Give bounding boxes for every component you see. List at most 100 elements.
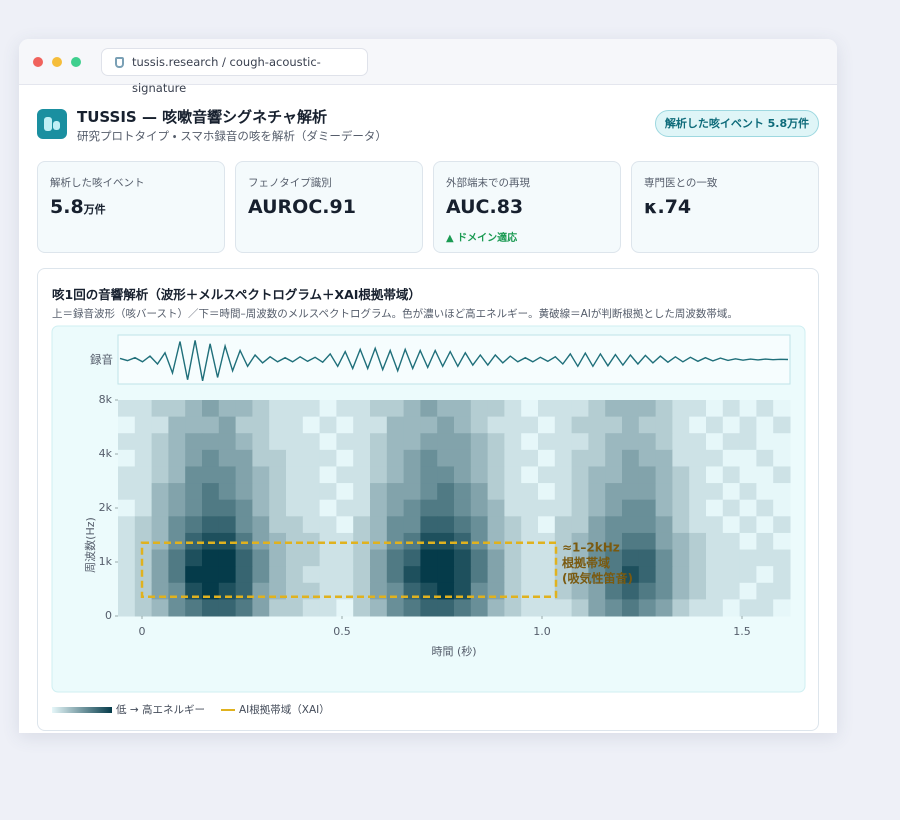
heatmap-cell xyxy=(420,433,438,451)
heatmap-cell xyxy=(302,449,321,467)
heatmap-cell xyxy=(319,499,337,517)
heatmap-cell xyxy=(722,516,741,534)
heatmap-cell xyxy=(269,466,287,484)
heatmap-cell xyxy=(134,566,153,584)
heatmap-cell xyxy=(622,532,640,551)
heatmap-cell xyxy=(302,483,321,501)
heatmap-cell xyxy=(773,582,791,600)
heatmap-cell xyxy=(739,516,757,534)
heatmap-cell xyxy=(739,532,757,551)
y-tick-label: 1k xyxy=(99,555,113,568)
heatmap-cell xyxy=(353,549,371,567)
heatmap-cell xyxy=(269,516,287,534)
heatmap-cell xyxy=(118,516,136,534)
heatmap-cell xyxy=(521,466,539,484)
heatmap-cell xyxy=(655,466,673,484)
heatmap-cell xyxy=(319,532,337,551)
heatmap-cell xyxy=(403,566,421,584)
heatmap-cell xyxy=(689,449,707,467)
heatmap-cell xyxy=(722,433,741,451)
app-title: TUSSIS — 咳嗽音響シグネチャ解析 xyxy=(77,108,328,126)
heatmap-cell xyxy=(437,449,455,467)
heatmap-cell xyxy=(353,416,371,434)
heatmap-cell xyxy=(571,566,589,584)
heatmap-cell xyxy=(571,416,589,434)
heatmap-cell xyxy=(185,549,203,567)
heatmap-cell xyxy=(420,466,438,484)
kpi-number: AUROC.91 xyxy=(248,196,356,218)
heatmap-cell xyxy=(269,499,287,517)
heatmap-cell xyxy=(706,532,724,551)
heatmap-cell xyxy=(454,499,472,517)
heatmap-cell xyxy=(638,582,657,600)
heatmap-cell xyxy=(756,499,774,517)
heatmap-cell xyxy=(605,499,623,517)
heatmap-cell xyxy=(168,566,186,584)
heatmap-cell xyxy=(706,449,724,467)
heatmap-cell xyxy=(218,466,237,484)
heatmap-cell xyxy=(588,532,606,551)
xai-band-label: (吸気性笛音) xyxy=(562,570,633,585)
x-tick-label: 1.0 xyxy=(533,625,551,638)
heatmap-cell xyxy=(386,516,405,534)
xai-band-label: ≈1–2kHz xyxy=(562,540,620,554)
heatmap-cell xyxy=(235,532,253,551)
heatmap-cell xyxy=(218,549,237,567)
heatmap-cell xyxy=(538,566,556,584)
heatmap-cell xyxy=(470,599,489,617)
url-icon xyxy=(115,57,124,68)
heatmap-cell xyxy=(554,566,573,584)
maximize-button[interactable] xyxy=(71,57,81,67)
heatmap-cell xyxy=(319,466,337,484)
heatmap-cell xyxy=(168,400,186,418)
heatmap-cell xyxy=(403,400,421,418)
heatmap-cell xyxy=(252,400,270,418)
kpi-number: AUC.83 xyxy=(446,196,524,218)
heatmap-cell xyxy=(403,483,421,501)
heatmap-cell xyxy=(151,433,169,451)
heatmap-cell xyxy=(286,499,304,517)
heatmap-cell xyxy=(168,499,186,517)
heatmap-cell xyxy=(168,449,186,467)
heatmap-cell xyxy=(454,483,472,501)
heatmap-cell xyxy=(202,599,220,617)
heatmap-cell xyxy=(454,549,472,567)
heatmap-cell xyxy=(151,532,169,551)
heatmap-cell xyxy=(437,549,455,567)
heatmap-cell xyxy=(437,566,455,584)
address-bar[interactable]: tussis.research / cough-acoustic-signatu… xyxy=(101,48,368,95)
heatmap-cell xyxy=(739,416,757,434)
heatmap-cell xyxy=(521,400,539,418)
url-text: tussis.research / cough-acoustic-signatu… xyxy=(132,55,321,95)
heatmap-cell xyxy=(286,532,304,551)
heatmap-cell xyxy=(437,416,455,434)
heatmap-cell xyxy=(420,449,438,467)
heatmap-cell xyxy=(722,549,741,567)
heatmap-cell xyxy=(756,516,774,534)
heatmap-cell xyxy=(202,466,220,484)
heatmap-cell xyxy=(403,516,421,534)
heatmap-cell xyxy=(571,466,589,484)
heatmap-cell xyxy=(134,416,153,434)
minimize-button[interactable] xyxy=(52,57,62,67)
heatmap-cell xyxy=(487,499,505,517)
heatmap-cell xyxy=(286,516,304,534)
heatmap-cell xyxy=(773,449,791,467)
heatmap-cell xyxy=(722,483,741,501)
heatmap-cell xyxy=(437,483,455,501)
kpi-value: κ.74 xyxy=(644,196,691,218)
heatmap-cell xyxy=(420,549,438,567)
close-button[interactable] xyxy=(33,57,43,67)
heatmap-cell xyxy=(336,516,354,534)
heatmap-cell xyxy=(370,449,388,467)
heatmap-cell xyxy=(185,599,203,617)
heatmap-cell xyxy=(470,499,489,517)
heatmap-cell xyxy=(134,400,153,418)
heatmap-cell xyxy=(403,449,421,467)
heatmap-cell xyxy=(622,483,640,501)
heatmap-cell xyxy=(286,433,304,451)
heatmap-cell xyxy=(655,499,673,517)
heatmap-cell xyxy=(538,483,556,501)
heatmap-cell xyxy=(134,466,153,484)
heatmap-cell xyxy=(370,532,388,551)
